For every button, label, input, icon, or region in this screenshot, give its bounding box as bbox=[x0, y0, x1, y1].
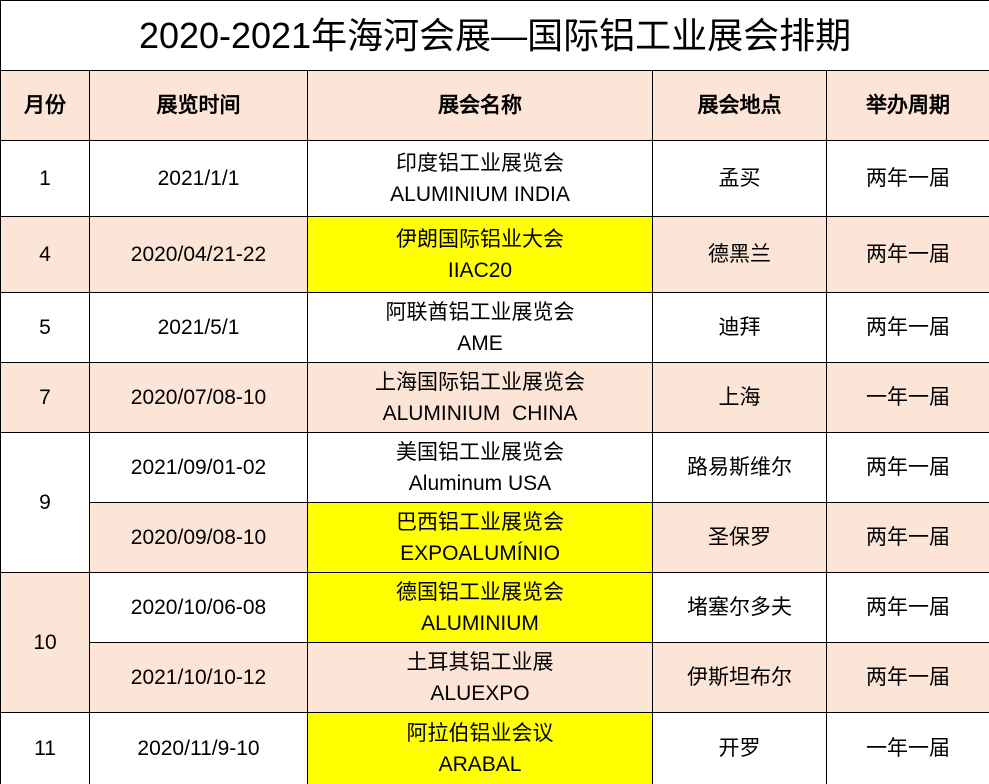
date-cell[interactable]: 2021/5/1 bbox=[89, 292, 308, 363]
name-cn: 德国铝工业展览会 bbox=[396, 580, 564, 604]
header-date[interactable]: 展览时间 bbox=[89, 70, 308, 141]
name-cell[interactable]: 伊朗国际铝业大会 IIAC20 bbox=[307, 216, 653, 293]
name-en: Aluminum USA bbox=[408, 471, 552, 495]
cycle-cell[interactable]: 两年一届 bbox=[825, 432, 989, 503]
name-cn: 印度铝工业展览会 bbox=[396, 151, 564, 175]
cycle-cell[interactable]: 一年一届 bbox=[825, 712, 989, 784]
name-cell[interactable]: 美国铝工业展览会 Aluminum USA bbox=[307, 432, 653, 503]
place-cell[interactable]: 堵塞尔多夫 bbox=[652, 572, 827, 643]
name-cell[interactable]: 阿拉伯铝业会议 ARABAL bbox=[307, 712, 653, 784]
name-en: AME bbox=[457, 331, 503, 355]
month-cell[interactable]: 7 bbox=[0, 362, 90, 433]
name-cell[interactable]: 阿联酋铝工业展览会 AME bbox=[307, 292, 653, 363]
table-title[interactable]: 2020-2021年海河会展—国际铝工业展会排期 bbox=[0, 0, 989, 71]
place-cell[interactable]: 开罗 bbox=[652, 712, 827, 784]
name-cn: 伊朗国际铝业大会 bbox=[396, 227, 564, 251]
date-cell[interactable]: 2020/07/08-10 bbox=[89, 362, 308, 433]
name-en: EXPOALUMÍNIO bbox=[400, 541, 560, 565]
name-cn: 美国铝工业展览会 bbox=[396, 440, 564, 464]
name-cn: 巴西铝工业展览会 bbox=[396, 510, 564, 534]
place-cell[interactable]: 迪拜 bbox=[652, 292, 827, 363]
name-cell[interactable]: 土耳其铝工业展 ALUEXPO bbox=[307, 642, 653, 713]
name-cell[interactable]: 德国铝工业展览会 ALUMINIUM bbox=[307, 572, 653, 643]
month-cell[interactable]: 10 bbox=[0, 572, 90, 713]
name-en: ALUEXPO bbox=[430, 681, 530, 705]
name-en: ALUMINIUM bbox=[421, 611, 539, 635]
name-en: ALUMINIUM INDIA bbox=[390, 182, 570, 206]
table-row: 10 2020/10/06-08 德国铝工业展览会 ALUMINIUM 堵塞尔多夫 两年一… bbox=[0, 572, 989, 713]
place-cell[interactable]: 上海 bbox=[652, 362, 827, 433]
cycle-cell[interactable]: 两年一届 bbox=[825, 642, 989, 713]
name-cn: 阿拉伯铝业会议 bbox=[406, 721, 554, 745]
header-place[interactable]: 展会地点 bbox=[652, 70, 827, 141]
cycle-cell[interactable]: 两年一届 bbox=[825, 140, 989, 217]
name-en: ALUMINIUM CHINA bbox=[382, 401, 578, 425]
cycle-cell[interactable]: 两年一届 bbox=[825, 572, 989, 643]
cycle-cell[interactable]: 两年一届 bbox=[825, 216, 989, 293]
name-cell[interactable]: 巴西铝工业展览会 EXPOALUMÍNIO bbox=[307, 502, 653, 573]
date-cell[interactable]: 2021/10/10-12 bbox=[89, 642, 308, 713]
cycle-cell[interactable]: 两年一届 bbox=[825, 502, 989, 573]
table-row: 5 2021/5/1 阿联酋铝工业展览会 AME 迪拜 两年一届 bbox=[0, 292, 989, 363]
table-row: 2020/09/08-10 巴西铝工业展览会 EXPOALUMÍNIO 圣保罗 两年一届 bbox=[1, 502, 989, 573]
place-cell[interactable]: 圣保罗 bbox=[652, 502, 827, 573]
date-cell[interactable]: 2020/04/21-22 bbox=[89, 216, 308, 293]
table-row: 4 2020/04/21-22 伊朗国际铝业大会 IIAC20 德黑兰 两年一届 bbox=[0, 216, 989, 293]
table-row: 11 2020/11/9-10 阿拉伯铝业会议 ARABAL 开罗 一年一届 bbox=[0, 712, 989, 784]
table-row: 7 2020/07/08-10 上海国际铝工业展览会 ALUMINIUM CHINA 上… bbox=[0, 362, 989, 433]
name-en: IIAC20 bbox=[447, 258, 513, 282]
header-month[interactable]: 月份 bbox=[0, 70, 90, 141]
place-cell[interactable]: 伊斯坦布尔 bbox=[652, 642, 827, 713]
name-cn: 阿联酋铝工业展览会 bbox=[385, 300, 575, 324]
date-cell[interactable]: 2021/1/1 bbox=[89, 140, 308, 217]
table-row: 2021/10/10-12 土耳其铝工业展 ALUEXPO 伊斯坦布尔 两年一届 bbox=[1, 642, 989, 713]
date-cell[interactable]: 2020/09/08-10 bbox=[89, 502, 308, 573]
cycle-cell[interactable]: 两年一届 bbox=[825, 292, 989, 363]
date-cell[interactable]: 2020/10/06-08 bbox=[89, 572, 308, 643]
name-cell[interactable]: 印度铝工业展览会 ALUMINIUM INDIA bbox=[307, 140, 653, 217]
header-name[interactable]: 展会名称 bbox=[307, 70, 653, 141]
header-row: 月份 展览时间 展会名称 展会地点 举办周期 bbox=[0, 70, 989, 141]
name-en: ARABAL bbox=[438, 752, 522, 776]
table-row: 9 2021/09/01-02 美国铝工业展览会 Aluminum USA 路易斯维尔两… bbox=[0, 432, 989, 573]
place-cell[interactable]: 德黑兰 bbox=[652, 216, 827, 293]
table-row: 1 2021/1/1 印度铝工业展览会 ALUMINIUM INDIA 孟买 两年一届 bbox=[0, 140, 989, 217]
month-cell[interactable]: 9 bbox=[0, 432, 90, 573]
month-cell[interactable]: 4 bbox=[0, 216, 90, 293]
name-cell[interactable]: 上海国际铝工业展览会 ALUMINIUM CHINA bbox=[307, 362, 653, 433]
header-cycle[interactable]: 举办周期 bbox=[825, 70, 989, 141]
month-cell[interactable]: 1 bbox=[0, 140, 90, 217]
name-cn: 上海国际铝工业展览会 bbox=[375, 370, 585, 394]
cycle-cell[interactable]: 一年一届 bbox=[825, 362, 989, 433]
month-cell[interactable]: 11 bbox=[0, 712, 90, 784]
month-cell[interactable]: 5 bbox=[0, 292, 90, 363]
place-cell[interactable]: 路易斯维尔 bbox=[652, 432, 827, 503]
date-cell[interactable]: 2020/11/9-10 bbox=[89, 712, 308, 784]
name-cn: 土耳其铝工业展 bbox=[406, 650, 554, 674]
place-cell[interactable]: 孟买 bbox=[652, 140, 827, 217]
date-cell[interactable]: 2021/09/01-02 bbox=[89, 432, 308, 503]
